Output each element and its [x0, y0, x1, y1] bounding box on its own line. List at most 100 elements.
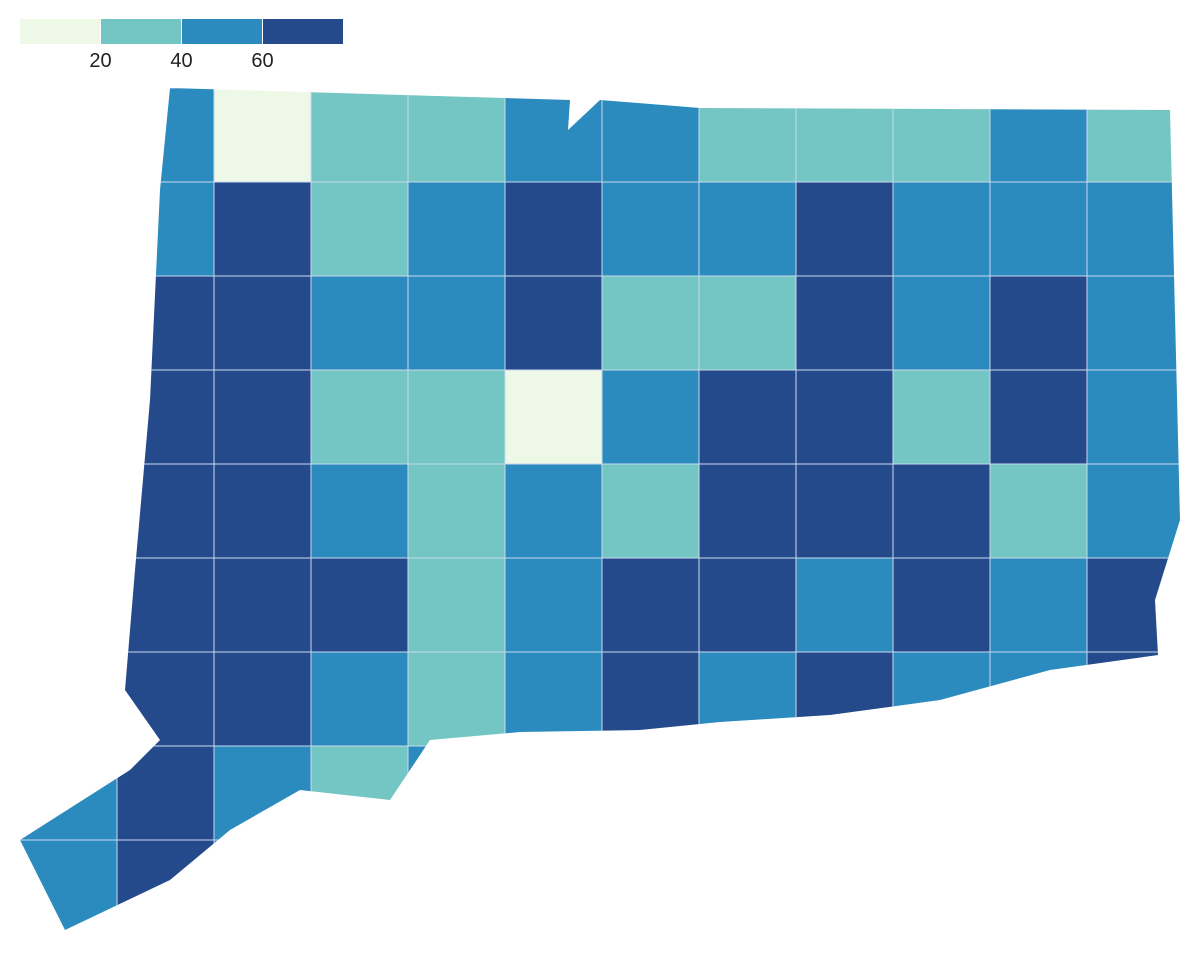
town-region — [213, 181, 312, 277]
town-region — [407, 651, 506, 747]
legend-swatch — [182, 19, 262, 44]
town-region — [698, 839, 797, 930]
town-region — [213, 275, 312, 371]
town-region — [989, 463, 1088, 559]
town-region — [892, 275, 991, 371]
town-region — [601, 745, 700, 841]
town-region — [310, 463, 409, 559]
town-region — [407, 369, 506, 465]
town-region — [989, 557, 1088, 653]
legend: 20 40 60 — [20, 19, 343, 72]
town-region — [504, 181, 603, 277]
town-region — [892, 369, 991, 465]
town-region — [310, 181, 409, 277]
town-region — [892, 557, 991, 653]
town-region — [504, 88, 603, 183]
town-region — [698, 88, 797, 183]
town-region — [20, 369, 118, 465]
town-region — [213, 839, 312, 930]
town-region — [795, 181, 894, 277]
town-region — [795, 275, 894, 371]
legend-tick-label: 40 — [170, 50, 192, 72]
town-region — [795, 88, 894, 183]
town-region — [795, 463, 894, 559]
town-region — [504, 557, 603, 653]
town-region — [407, 745, 506, 841]
town-region — [116, 557, 215, 653]
town-region — [213, 651, 312, 747]
legend-swatch — [20, 19, 100, 44]
town-region — [310, 839, 409, 930]
town-region — [601, 651, 700, 747]
town-region — [310, 275, 409, 371]
town-region — [116, 839, 215, 930]
town-region — [310, 651, 409, 747]
town-region — [698, 463, 797, 559]
town-region — [1086, 557, 1180, 653]
town-region — [1086, 181, 1180, 277]
town-region — [989, 275, 1088, 371]
town-region — [20, 745, 118, 841]
town-region — [795, 745, 894, 841]
town-region — [504, 369, 603, 465]
town-region — [116, 745, 215, 841]
town-region — [213, 557, 312, 653]
town-region — [20, 181, 118, 277]
town-region — [698, 181, 797, 277]
town-region — [1086, 369, 1180, 465]
town-region — [213, 369, 312, 465]
town-region — [504, 745, 603, 841]
legend-swatch — [263, 19, 343, 44]
town-region — [20, 651, 118, 747]
town-region — [601, 839, 700, 930]
town-region — [1086, 275, 1180, 371]
town-region — [989, 88, 1088, 183]
town-region — [213, 745, 312, 841]
town-region — [310, 557, 409, 653]
town-region — [504, 463, 603, 559]
town-region — [601, 369, 700, 465]
town-region — [698, 275, 797, 371]
town-region — [989, 181, 1088, 277]
town-region — [213, 463, 312, 559]
town-region — [698, 557, 797, 653]
town-region — [601, 181, 700, 277]
town-region — [407, 88, 506, 183]
town-region — [989, 651, 1088, 747]
legend-tick-label: 60 — [251, 50, 273, 72]
legend-tick-label: 20 — [89, 50, 111, 72]
town-region — [310, 369, 409, 465]
town-region — [892, 839, 991, 930]
town-region — [892, 181, 991, 277]
town-region — [1086, 463, 1180, 559]
town-region — [20, 463, 118, 559]
town-region — [20, 88, 118, 183]
town-region — [20, 275, 118, 371]
town-region — [407, 463, 506, 559]
town-region — [698, 651, 797, 747]
town-region — [892, 651, 991, 747]
town-region — [601, 557, 700, 653]
town-region — [795, 651, 894, 747]
town-region — [795, 369, 894, 465]
town-region — [213, 88, 312, 183]
map-regions — [20, 88, 1180, 930]
town-region — [407, 181, 506, 277]
town-region — [407, 557, 506, 653]
legend-swatch — [101, 19, 181, 44]
town-region — [116, 463, 215, 559]
town-region — [1086, 839, 1180, 930]
town-region — [601, 275, 700, 371]
town-region — [116, 88, 215, 183]
town-region — [116, 275, 215, 371]
town-region — [892, 745, 991, 841]
town-region — [892, 463, 991, 559]
town-region — [989, 839, 1088, 930]
town-region — [795, 557, 894, 653]
town-region — [504, 275, 603, 371]
town-region — [795, 839, 894, 930]
town-region — [407, 275, 506, 371]
town-region — [407, 839, 506, 930]
